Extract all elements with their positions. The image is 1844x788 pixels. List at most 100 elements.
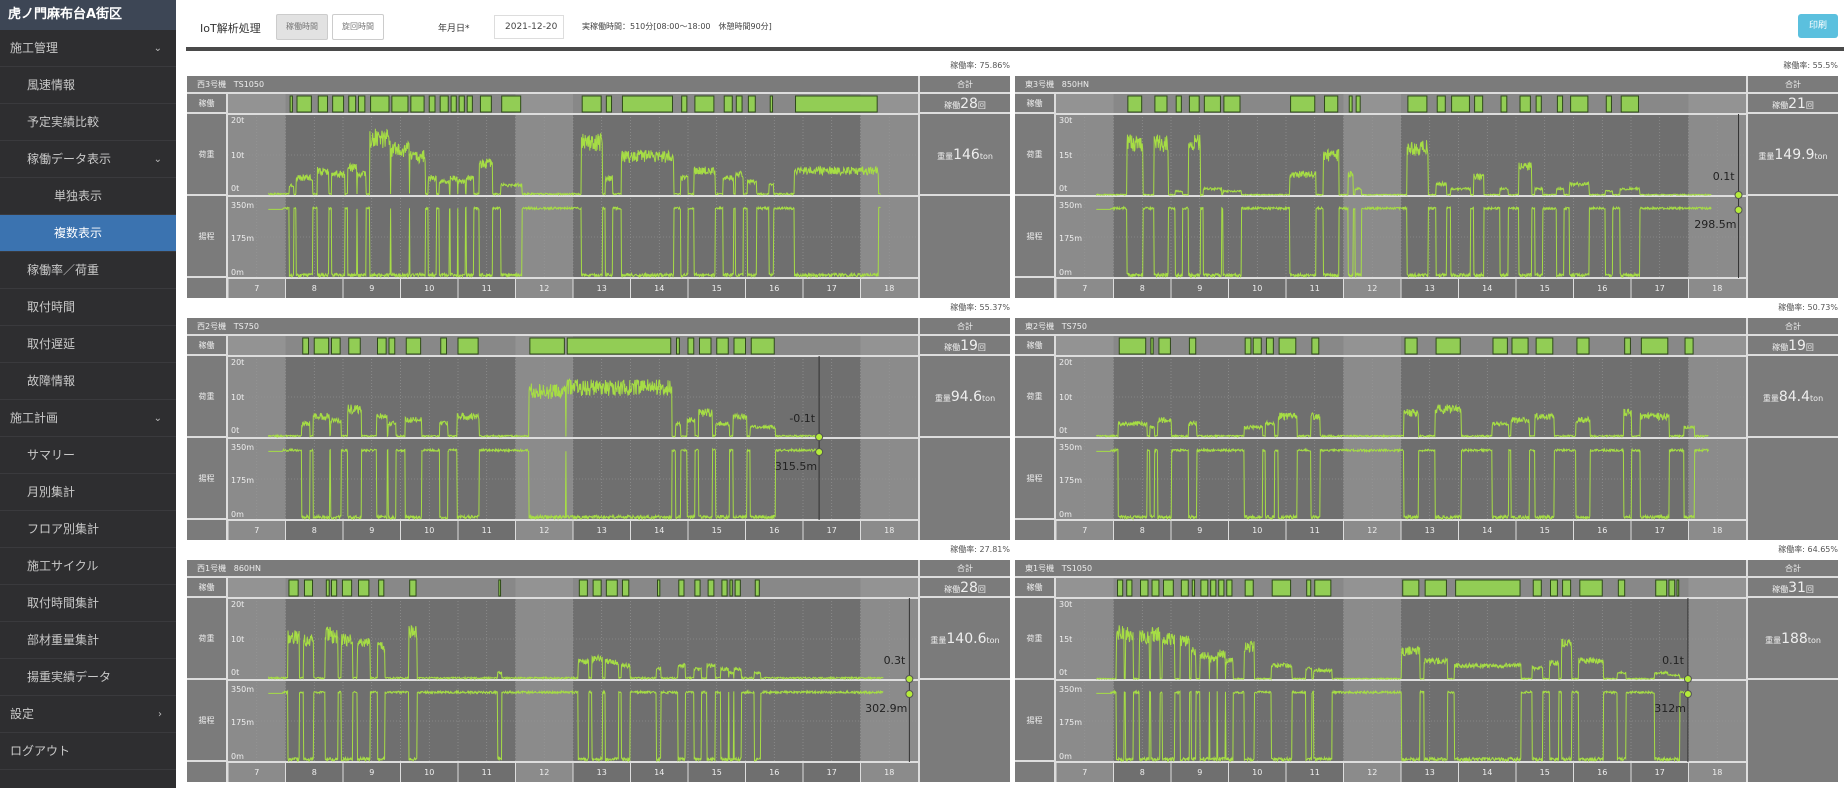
operation-bar <box>1118 337 1147 355</box>
operation-bar <box>288 579 299 597</box>
sidebar-item[interactable]: 稼働率／荷重 <box>0 252 176 289</box>
x-tick-label: 7 <box>254 284 259 293</box>
operation-bar <box>1265 337 1274 355</box>
swing-time-toggle[interactable]: 旋回時間 <box>332 14 384 40</box>
count-value: 28 <box>960 580 978 596</box>
timeline-chart: 30t 15t 0t 350m 175m 0m 7 8 9 10 11 12 13 14 15 16 17 18 0… <box>1056 578 1746 782</box>
weight-value: 140.6 <box>946 631 987 647</box>
height-trace <box>1096 447 1709 521</box>
height-label: 揚程 <box>198 232 215 241</box>
height-row-label: 揚程 <box>1015 438 1056 520</box>
height-cursor-marker <box>1683 690 1692 698</box>
x-tick-label: 16 <box>769 768 779 777</box>
operation-bar <box>694 579 701 597</box>
y-tick-label: 0m <box>1059 268 1072 277</box>
operation-bar <box>1556 95 1564 113</box>
sidebar-item[interactable]: 風速情報 <box>0 67 176 104</box>
operation-bar <box>1324 95 1339 113</box>
operation-bar <box>1511 337 1529 355</box>
load-trace <box>267 377 820 439</box>
sum-blank <box>918 680 1010 782</box>
count-prefix: 稼働 <box>944 585 961 594</box>
sidebar-item[interactable]: 月別集計 <box>0 474 176 511</box>
x-tick-label: 18 <box>1712 526 1722 535</box>
y-tick-label: 350m <box>1059 201 1082 210</box>
sidebar-item[interactable]: 施工管理 ⌄ <box>0 30 176 67</box>
weight-value: 94.6 <box>950 389 983 405</box>
x-tick-label: 13 <box>1425 526 1435 535</box>
load-cursor-marker <box>815 433 824 441</box>
x-tick-label: 16 <box>1597 768 1607 777</box>
operation-bar <box>1244 579 1254 597</box>
operation-bar <box>302 337 309 355</box>
op-row-bg <box>1056 578 1746 598</box>
operation-bar <box>723 95 733 113</box>
sidebar-item[interactable]: 揚重実績データ <box>0 659 176 696</box>
y-tick-label: 175m <box>1059 718 1082 727</box>
load-trace <box>1095 403 1709 439</box>
x-tick-label: 7 <box>1082 284 1087 293</box>
sidebar-item[interactable]: 予定実績比較 <box>0 104 176 141</box>
sidebar-item[interactable]: 施工計画 ⌄ <box>0 400 176 437</box>
x-tick-label: 10 <box>1252 526 1262 535</box>
sidebar-item[interactable]: 単独表示 <box>0 178 176 215</box>
count-value: 19 <box>1788 338 1806 354</box>
operation-bar <box>1668 579 1676 597</box>
operation-bar <box>581 95 602 113</box>
sidebar-item[interactable]: 取付時間 <box>0 289 176 326</box>
total-weight: 重量84.4ton <box>1746 356 1838 438</box>
total-header: 合計 <box>918 318 1010 336</box>
x-tick-label: 12 <box>1367 526 1377 535</box>
y-tick-label: 0m <box>1059 752 1072 761</box>
axis-row-label <box>1015 278 1056 298</box>
sidebar-item-label: 予定実績比較 <box>27 115 100 129</box>
sidebar-item[interactable]: 複数表示 <box>0 215 176 252</box>
date-input[interactable]: 2021-12-20 <box>494 15 564 39</box>
sidebar-item[interactable]: 設定 › <box>0 696 176 733</box>
crane-name: 西3号機 <box>197 80 227 89</box>
crane-panel: 稼働率: 27.81% 西1号機 860HN 合計 稼働 荷重 揚程 稼働28回… <box>187 545 1010 782</box>
operation-bar <box>733 337 746 355</box>
sidebar-item[interactable]: 部材重量集計 <box>0 622 176 659</box>
total-weight: 重量94.6ton <box>918 356 1010 438</box>
operating-rate: 稼働率: 75.86% <box>950 61 1010 70</box>
x-tick-label: 15 <box>712 526 722 535</box>
sidebar-item-label: 取付時間集計 <box>27 596 100 610</box>
count-unit: 回 <box>977 585 986 594</box>
total-header: 合計 <box>1746 318 1838 336</box>
sidebar-item[interactable]: 施工サイクル <box>0 548 176 585</box>
cursor-load-value: -0.1t <box>789 412 815 425</box>
load-row-label: 荷重 <box>187 114 228 196</box>
op-row-bg <box>228 578 918 598</box>
op-count: 稼働28回 <box>918 578 1010 598</box>
x-tick-label: 13 <box>597 284 607 293</box>
y-tick-label: 0t <box>231 184 239 193</box>
sidebar-item[interactable]: 稼働データ表示 ⌄ <box>0 141 176 178</box>
y-tick-label: 350m <box>1059 685 1082 694</box>
header: IoT解析処理 稼働時間 旋回時間 年月日* 2021-12-20 実稼働時間：… <box>176 0 1844 50</box>
print-button[interactable]: 印刷 <box>1798 14 1838 38</box>
operation-bar <box>1535 337 1554 355</box>
x-tick-label: 8 <box>1140 284 1145 293</box>
sidebar-item[interactable]: 故障情報 <box>0 363 176 400</box>
crane-name: 東3号機 <box>1025 80 1055 89</box>
y-tick-label: 0t <box>1059 668 1067 677</box>
timeline-chart: 30t 15t 0t 350m 175m 0m 7 8 9 10 11 12 13 14 15 16 17 18 0… <box>1056 94 1746 298</box>
chevron-icon: ⌄ <box>153 413 162 424</box>
sidebar-item[interactable]: フロア別集計 <box>0 511 176 548</box>
sidebar-item[interactable]: 取付時間集計 <box>0 585 176 622</box>
y-tick-label: 30t <box>1059 116 1072 125</box>
sidebar-item[interactable]: 取付遅延 <box>0 326 176 363</box>
operation-bar <box>370 95 390 113</box>
cursor-height-value: 302.9m <box>865 702 907 715</box>
operation-bar <box>1158 337 1171 355</box>
y-tick-label: 0m <box>231 752 244 761</box>
sidebar-item[interactable]: サマリー <box>0 437 176 474</box>
x-tick-label: 18 <box>884 526 894 535</box>
height-row-label: 揚程 <box>187 680 228 762</box>
chevron-icon: › <box>158 709 162 720</box>
sidebar-item[interactable]: ログアウト <box>0 733 176 770</box>
operation-bar <box>1624 337 1631 355</box>
x-tick-label: 12 <box>539 526 549 535</box>
operating-time-toggle[interactable]: 稼働時間 <box>276 14 328 40</box>
